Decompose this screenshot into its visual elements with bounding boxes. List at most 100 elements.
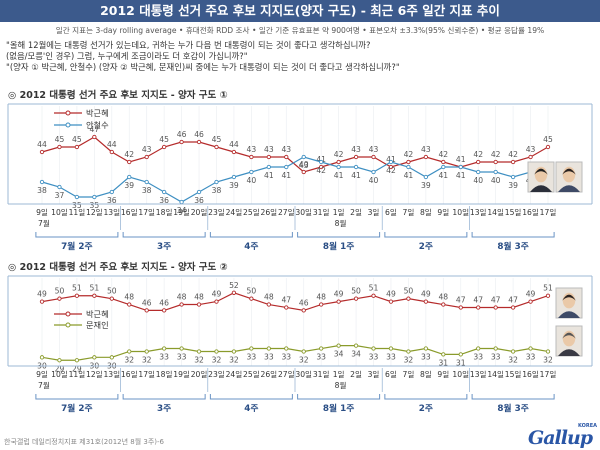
data-point [510, 159, 516, 165]
data-point [74, 358, 80, 363]
data-point [545, 293, 551, 298]
data-point [476, 305, 481, 310]
x-tick-label: 30일 [295, 370, 312, 379]
x-tick-label: 7일 [402, 208, 414, 217]
data-label: 45 [55, 135, 65, 144]
data-label: 43 [281, 145, 291, 154]
data-label: 41 [386, 155, 396, 164]
data-point [388, 159, 394, 165]
chart-title: ◎ 2012 대통령 선거 주요 후보 지지도 - 양자 구도 ② [8, 261, 228, 273]
x-tick-label: 27일 [278, 208, 295, 217]
week-label: 8월 1주 [323, 240, 355, 252]
week-bracket [471, 394, 555, 400]
data-point [510, 349, 516, 354]
data-point [336, 299, 341, 304]
data-label: 32 [299, 355, 309, 364]
x-tick-label: 13일 [103, 370, 120, 379]
legend-swatch-marker [65, 322, 71, 328]
data-point [39, 355, 45, 360]
portrait-body [558, 311, 580, 318]
data-label: 46 [194, 130, 204, 139]
data-point [39, 149, 45, 155]
data-point [39, 179, 45, 185]
data-label: 41 [351, 171, 361, 180]
x-tick-label: 12일 [86, 370, 103, 379]
question-line: "(양자 ① 박근혜, 안철수) (양자 ② 박근혜, 문재인)씨 중에는 누가… [6, 62, 400, 72]
week-label: 7월 2주 [61, 402, 93, 414]
x-tick-label: 31일 [313, 208, 330, 217]
data-label: 31 [438, 358, 448, 367]
data-point [57, 296, 62, 301]
x-tick-label: 11일 [69, 208, 86, 217]
data-label: 39 [229, 181, 239, 190]
x-tick-label: 2일 [350, 370, 362, 379]
data-point [371, 169, 376, 175]
data-label: 36 [107, 196, 117, 205]
data-label: 41 [438, 171, 448, 180]
data-point [196, 139, 202, 145]
data-label: 42 [404, 150, 414, 159]
data-point [196, 302, 202, 307]
question-line: (없음/모름'인 경우) 그럼, 누구에게 조금이라도 더 호감이 가십니까?" [6, 51, 248, 61]
data-point [214, 299, 219, 304]
data-point [284, 164, 289, 170]
x-tick-label: 15일 [505, 208, 522, 217]
data-point [510, 305, 516, 310]
page-title: 2012 대통령 선거 주요 후보 지지도(양자 구도) - 최근 6주 일간 … [0, 0, 600, 22]
data-point [161, 346, 167, 351]
data-point [92, 134, 97, 140]
data-point [179, 346, 184, 351]
week-bracket [122, 232, 206, 238]
portrait-hair [534, 168, 548, 175]
data-label: 41 [404, 171, 414, 180]
data-label: 43 [421, 145, 431, 154]
x-tick-label: 9일 [437, 208, 449, 217]
series-line [41, 292, 549, 312]
data-label: 33 [386, 353, 396, 362]
data-point [144, 154, 149, 160]
data-label: 43 [299, 161, 309, 170]
data-label: 48 [316, 293, 326, 302]
data-point [423, 346, 429, 351]
data-label: 40 [299, 160, 309, 169]
series-line [41, 344, 549, 361]
data-label: 33 [491, 353, 501, 362]
data-point [545, 349, 551, 354]
x-tick-label: 14일 [487, 370, 504, 379]
data-point [92, 355, 97, 360]
data-label: 35 [72, 201, 82, 210]
x-tick-label: 30일 [295, 208, 312, 217]
data-point [161, 189, 167, 195]
x-tick-label: 17일 [138, 208, 155, 217]
data-point [441, 159, 446, 165]
data-point [476, 159, 481, 165]
data-label: 39 [124, 181, 134, 190]
data-point [109, 189, 114, 195]
data-point [423, 174, 429, 180]
x-tick-label: 9일 [36, 208, 48, 217]
data-point [301, 169, 306, 175]
data-label: 32 [543, 355, 553, 364]
data-point [336, 159, 341, 165]
month-label: 8월 [335, 218, 347, 228]
data-label: 44 [229, 140, 239, 149]
week-label: 8월 3주 [497, 240, 529, 252]
data-label: 33 [159, 353, 169, 362]
data-label: 40 [369, 176, 379, 185]
x-tick-label: 18일 [156, 208, 173, 217]
data-label: 35 [90, 201, 100, 210]
data-label: 38 [37, 186, 47, 195]
legend-label: 안철수 [86, 120, 109, 130]
x-tick-label: 3일 [368, 370, 380, 379]
data-point [493, 169, 498, 175]
data-point [249, 169, 254, 175]
data-point [92, 293, 97, 298]
data-label: 41 [334, 171, 344, 180]
data-point [266, 164, 271, 170]
week-bracket [209, 232, 293, 238]
data-label: 33 [421, 353, 431, 362]
data-point [441, 352, 446, 357]
data-label: 46 [299, 298, 309, 307]
x-tick-label: 6일 [385, 370, 397, 379]
data-point [57, 358, 62, 363]
